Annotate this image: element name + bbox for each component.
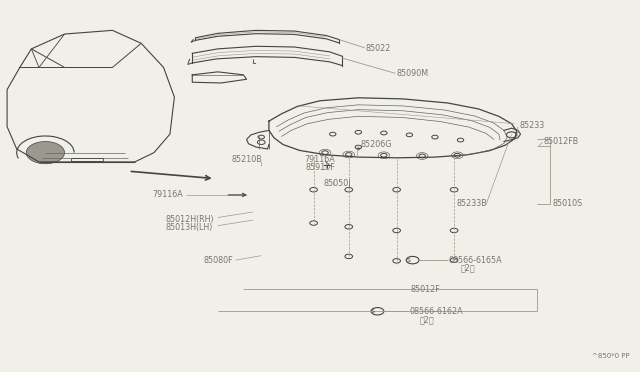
Text: S: S xyxy=(406,258,410,263)
Text: ^850*0 PP: ^850*0 PP xyxy=(592,353,630,359)
Text: 85210B: 85210B xyxy=(232,155,262,164)
Text: （2）: （2） xyxy=(420,315,435,324)
Text: 08566-6165A: 08566-6165A xyxy=(449,256,502,264)
Text: 85233: 85233 xyxy=(519,122,545,131)
Text: 79116A: 79116A xyxy=(305,155,335,164)
Text: 85013H(LH): 85013H(LH) xyxy=(166,223,213,232)
Text: 08566-6162A: 08566-6162A xyxy=(410,307,463,316)
Text: 85022: 85022 xyxy=(366,44,391,52)
Text: 85233B: 85233B xyxy=(456,199,487,208)
Text: 85010S: 85010S xyxy=(552,199,582,208)
Text: 85080F: 85080F xyxy=(204,256,234,265)
Text: 85012F: 85012F xyxy=(411,285,440,294)
Text: 85090M: 85090M xyxy=(397,69,429,78)
Text: 85050J: 85050J xyxy=(324,179,351,188)
Text: 85012FB: 85012FB xyxy=(543,137,579,146)
Text: 85206G: 85206G xyxy=(360,140,392,149)
Circle shape xyxy=(26,141,65,164)
Text: S: S xyxy=(371,309,375,314)
Text: （2）: （2） xyxy=(461,264,475,273)
Text: 85910F: 85910F xyxy=(306,163,336,172)
Text: 79116A: 79116A xyxy=(153,190,184,199)
Text: 85012H(RH): 85012H(RH) xyxy=(166,215,214,224)
